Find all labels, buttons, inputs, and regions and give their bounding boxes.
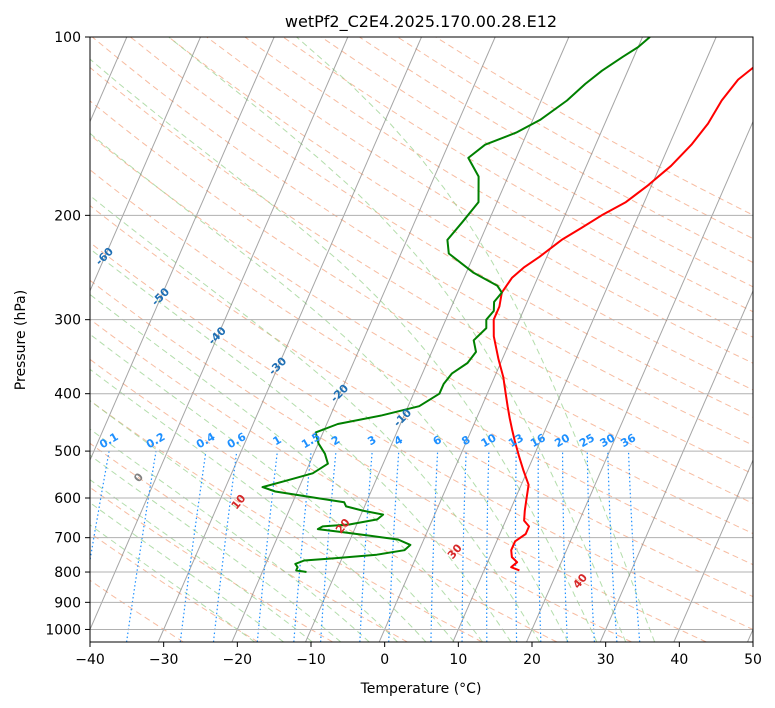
isotherm-line — [231, 37, 496, 642]
y-tick-label: 1000 — [45, 622, 81, 638]
dry-adiabat-line — [90, 358, 558, 642]
isotherm-line — [157, 37, 422, 642]
x-tick-label: −40 — [75, 652, 105, 668]
plot-frame — [89, 36, 754, 643]
y-tick-label: 200 — [54, 208, 81, 224]
x-tick-label: 30 — [597, 652, 615, 668]
x-tick-label: −10 — [296, 652, 326, 668]
x-tick-label: 50 — [744, 652, 762, 668]
mixing-ratio-line — [126, 451, 157, 642]
isotherm-line — [90, 37, 275, 462]
isotherm-line — [90, 37, 201, 293]
y-axis: 100 200 300 400 500 600 700 800 900 1000 — [45, 30, 90, 638]
dry-adiabat-line — [90, 169, 753, 566]
dry-adiabat-line — [90, 442, 408, 642]
mixing-ratio-line — [320, 451, 337, 642]
dry-adiabat-line — [90, 66, 753, 475]
x-tick-label: 10 — [449, 652, 467, 668]
dry-adiabat-line — [90, 100, 753, 504]
dry-adiabat-line — [320, 37, 753, 288]
isotherm-line — [90, 37, 349, 631]
mixing-ratio-line — [212, 451, 238, 642]
isotherm-line — [673, 458, 753, 642]
y-tick-label: 100 — [54, 30, 81, 46]
pressure-grid — [90, 37, 753, 630]
y-tick-label: 800 — [54, 565, 81, 581]
x-axis: −40 −30 −20 −10 0 10 20 30 40 50 — [75, 642, 762, 668]
isotherm-line — [599, 289, 753, 642]
mixing-ratio-line — [256, 451, 278, 642]
dry-adiabat-line — [206, 37, 753, 364]
isotherm-line — [452, 37, 717, 642]
x-axis-label: Temperature (°C) — [360, 681, 482, 697]
dry-adiabat-line — [130, 37, 753, 418]
x-tick-label: 0 — [380, 652, 389, 668]
y-tick-label: 600 — [54, 491, 81, 507]
y-tick-label: 400 — [54, 387, 81, 403]
dry-adiabat-line — [90, 486, 333, 642]
chart-title: wetPf2_C2E4.2025.170.00.28.E12 — [285, 12, 557, 32]
moist-adiabat-line — [90, 400, 398, 642]
dry-adiabat-line — [90, 204, 753, 598]
y-axis-label: Pressure (hPa) — [13, 290, 29, 390]
x-tick-label: −20 — [223, 652, 253, 668]
series-layer — [261, 37, 753, 573]
y-tick-label: 700 — [54, 531, 81, 547]
dry-adiabat-line — [90, 241, 753, 630]
isotherm-line — [378, 37, 643, 642]
y-tick-label: 500 — [54, 444, 81, 460]
dry-adiabat-line — [90, 279, 707, 642]
moist-adiabat-line — [90, 195, 540, 642]
dewpoint-profile-line — [261, 37, 651, 573]
x-tick-label: 40 — [670, 652, 688, 668]
mixing-ratio-line — [179, 451, 207, 642]
y-tick-label: 300 — [54, 313, 81, 329]
dry-adiabat-line — [90, 134, 753, 535]
y-tick-label: 900 — [54, 595, 81, 611]
dry-adiabat-line — [282, 37, 753, 313]
x-tick-label: 20 — [523, 652, 541, 668]
x-tick-label: −30 — [149, 652, 179, 668]
dry-adiabat-line — [168, 37, 753, 391]
mixing-ratio-line — [293, 451, 312, 642]
isotherm-line — [526, 120, 753, 642]
isotherm-line — [305, 37, 570, 642]
dry-adiabat-line — [90, 318, 632, 642]
temperature-profile-line — [492, 66, 753, 572]
moist-adiabat-line — [90, 248, 512, 642]
